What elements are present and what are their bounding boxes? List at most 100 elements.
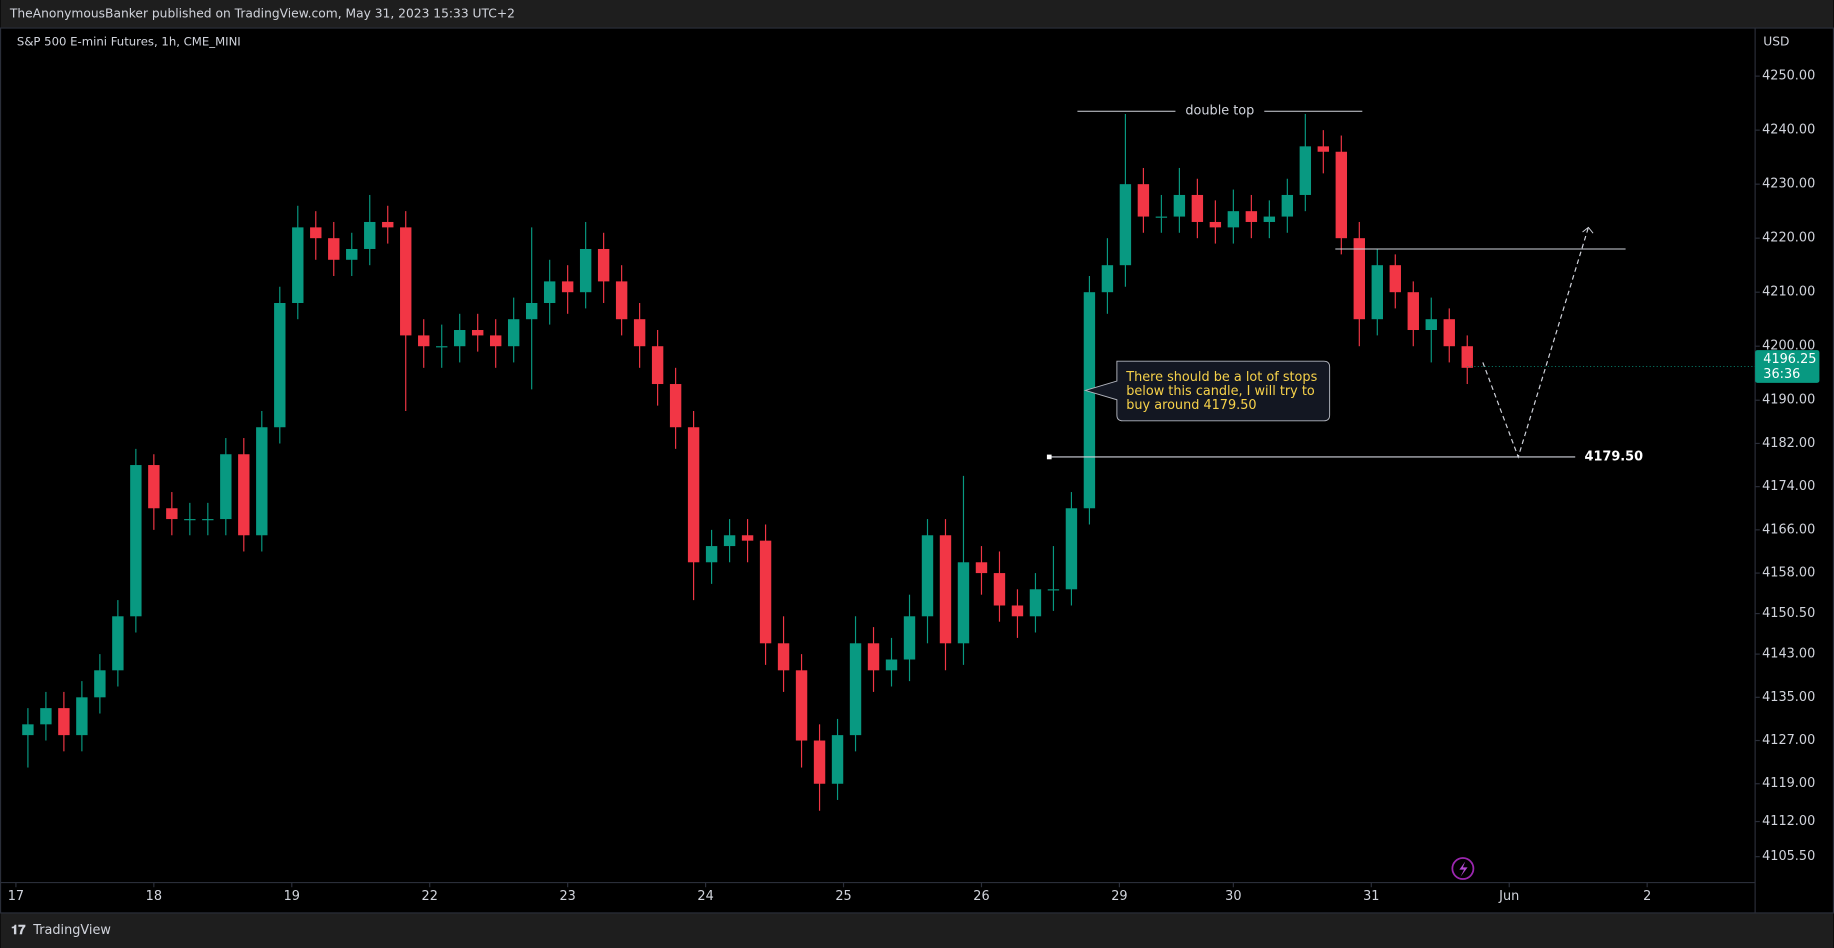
candle-body: [22, 724, 34, 736]
candle-body: [705, 546, 718, 563]
y-tick-label: 4210.00: [1762, 285, 1815, 300]
candle-body: [112, 616, 124, 671]
candle-body: [741, 535, 754, 541]
candle-body: [813, 740, 826, 784]
logo-mark: 𝟏𝟕: [11, 923, 26, 938]
candle-body: [525, 302, 538, 320]
candle-body: [1335, 151, 1348, 239]
candle-body: [939, 535, 952, 644]
candle-body: [669, 384, 682, 428]
candle-body: [1047, 589, 1060, 591]
footer-text: TradingView: [32, 923, 111, 938]
candle-body: [310, 227, 322, 239]
y-tick-label: 4166.00: [1762, 522, 1815, 537]
candle-body: [777, 643, 790, 671]
candle-body: [1101, 265, 1114, 293]
candle-body: [1317, 146, 1330, 152]
double-top-label: double top: [1185, 104, 1254, 119]
candle-body: [1245, 211, 1258, 222]
candle-body: [184, 519, 196, 521]
candle-body: [597, 248, 610, 282]
candle-body: [1083, 292, 1096, 509]
y-tick-label: 4150.50: [1762, 606, 1815, 621]
x-tick-label: 31: [1363, 889, 1379, 904]
y-tick-label: 4190.00: [1762, 393, 1815, 408]
y-tick-label: 4174.00: [1762, 479, 1815, 494]
candle-body: [1065, 508, 1078, 590]
candle-body: [238, 454, 250, 536]
symbol-title: S&P 500 E-mini Futures, 1h, CME_MINI: [17, 35, 241, 49]
candle-body: [274, 302, 286, 428]
candle-body: [472, 330, 484, 336]
candle-body: [1119, 184, 1132, 266]
candle-body: [40, 708, 52, 725]
y-tick-label: 4112.00: [1762, 814, 1815, 829]
candle-body: [489, 335, 502, 347]
candle-body: [436, 346, 448, 348]
candle-body: [1029, 589, 1042, 617]
event-icon[interactable]: [1451, 857, 1475, 880]
y-tick-label: 4250.00: [1762, 69, 1815, 84]
footer-logo: 𝟏𝟕 TradingView: [11, 923, 111, 938]
candles: [22, 113, 1473, 811]
candle-body: [94, 670, 106, 698]
candle-body: [1137, 184, 1150, 217]
candle-body: [885, 659, 898, 671]
x-tick-label: 18: [146, 889, 162, 904]
y-tick-label: 4143.00: [1762, 647, 1815, 662]
y-tick-label: 4200.00: [1762, 339, 1815, 354]
candle-body: [957, 562, 970, 644]
x-tick-label: 24: [697, 889, 713, 904]
candle-body: [921, 535, 934, 617]
candle-body: [1281, 194, 1294, 217]
callout-line: There should be a lot of stops: [1125, 370, 1317, 385]
candle-body: [975, 562, 988, 574]
x-tick-label: Jun: [1498, 889, 1519, 904]
candle-body: [1443, 319, 1455, 347]
candle-body: [1209, 221, 1222, 228]
currency: USD: [1763, 35, 1789, 49]
y-tick-label: 4119.00: [1762, 776, 1815, 791]
y-tick-label: 4127.00: [1762, 733, 1815, 748]
candle-body: [1263, 216, 1276, 222]
countdown: 36:36: [1763, 367, 1800, 382]
candle-body: [723, 535, 736, 547]
level-label: 4179.50: [1585, 449, 1644, 464]
x-tick-label: 19: [284, 889, 300, 904]
candle-body: [651, 346, 664, 385]
candle-body: [561, 281, 574, 293]
candle-body: [418, 335, 430, 347]
candle-body: [633, 319, 646, 347]
projection-arrowhead: [1582, 226, 1594, 234]
candle-body: [795, 670, 808, 741]
candle-body: [759, 540, 772, 644]
x-tick-label: 30: [1225, 889, 1241, 904]
x-tick-label: 23: [559, 889, 575, 904]
candle-body: [76, 697, 88, 736]
candle-body: [849, 643, 862, 736]
candle-body: [130, 465, 142, 617]
projection-path: [1482, 227, 1589, 459]
candle-body: [1461, 346, 1473, 368]
last-price-tag: [1755, 350, 1820, 383]
candle-body: [58, 708, 70, 736]
x-tick-label: 26: [973, 889, 989, 904]
y-tick-label: 4240.00: [1762, 123, 1815, 138]
publisher: TheAnonymousBanker published on TradingV…: [9, 7, 515, 21]
candle-body: [1407, 292, 1419, 331]
y-tick-label: 4230.00: [1762, 177, 1815, 192]
candle-body: [328, 238, 340, 260]
callout-box: [1083, 360, 1331, 422]
candle-body: [903, 616, 916, 660]
candle-body: [831, 735, 844, 784]
y-tick-label: 4220.00: [1762, 231, 1815, 246]
event-bolt: [1459, 861, 1468, 877]
candle-body: [1155, 216, 1168, 218]
candle-body: [615, 281, 628, 320]
y-tick-label: 4158.00: [1762, 566, 1815, 581]
candle-body: [543, 281, 556, 303]
candle-body: [364, 221, 376, 249]
candle-body: [993, 573, 1006, 606]
